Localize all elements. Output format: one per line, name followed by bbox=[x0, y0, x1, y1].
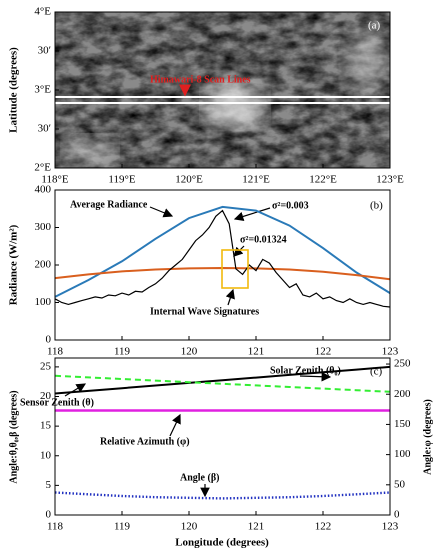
y2-tick-label: 100 bbox=[394, 448, 411, 460]
series-label: Relative Azimuth (φ) bbox=[100, 436, 190, 447]
x-tick-label: 121 bbox=[248, 346, 265, 358]
x-tick-label: 119 bbox=[114, 346, 131, 358]
x-tick-label: 121°E bbox=[242, 174, 270, 186]
annotation: σ²=0.01324 bbox=[240, 234, 287, 245]
y-tick-label: 0 bbox=[46, 334, 52, 346]
y-tick-label: 0 bbox=[46, 509, 52, 521]
y2-tick-label: 0 bbox=[394, 509, 400, 521]
x-tick-label: 119°E bbox=[108, 174, 135, 186]
y2-tick-label: 150 bbox=[394, 418, 411, 430]
y2-tick-label: 250 bbox=[394, 358, 411, 370]
line-series bbox=[54, 374, 391, 393]
plot-frame bbox=[54, 11, 391, 169]
x-tick-label: 118 bbox=[47, 346, 64, 358]
y-axis-label: Angle:θ,θ₀,β (degrees) bbox=[8, 390, 19, 483]
x-tick-label: 122°E bbox=[309, 174, 337, 186]
annotation: Himawari-8 Scan Lines bbox=[150, 74, 251, 85]
x-tick-label: 123 bbox=[382, 521, 399, 533]
y-tick-label: 3°E bbox=[34, 84, 51, 96]
plot-frame bbox=[54, 189, 391, 341]
panel-label: (b) bbox=[370, 200, 383, 212]
y-tick-label: 30′ bbox=[38, 45, 51, 57]
annotation: Average Radiance bbox=[70, 199, 148, 210]
plot-frame bbox=[54, 357, 391, 516]
x-tick-label: 118 bbox=[47, 521, 64, 533]
line-series bbox=[54, 209, 391, 308]
y-axis-label: Radiance (W/m²) bbox=[8, 224, 20, 305]
x-tick-label: 120 bbox=[181, 521, 198, 533]
y2-axis-label: Angle:φ (degrees) bbox=[422, 399, 433, 475]
arrow bbox=[149, 206, 174, 218]
arrow bbox=[233, 207, 271, 222]
y-axis-label: Latitude (degrees) bbox=[8, 47, 20, 133]
x-tick-label: 123 bbox=[382, 346, 399, 358]
y-tick-label: 200 bbox=[35, 259, 52, 271]
y-tick-label: 10 bbox=[40, 449, 52, 461]
y-tick-label: 300 bbox=[35, 221, 52, 233]
line-series bbox=[54, 491, 391, 500]
y-tick-label: 15 bbox=[40, 420, 52, 432]
x-tick-label: 120 bbox=[181, 346, 198, 358]
y-tick-label: 2°E bbox=[34, 162, 51, 174]
x-tick-label: 122 bbox=[315, 521, 332, 533]
y-tick-label: 100 bbox=[35, 296, 52, 308]
arrow bbox=[169, 413, 181, 437]
highlight-box bbox=[221, 249, 249, 289]
x-tick-label: 119 bbox=[114, 521, 131, 533]
y-tick-label: 5 bbox=[46, 479, 52, 491]
y-tick-label: 20 bbox=[40, 390, 52, 402]
x-axis-label: Longitude (degrees) bbox=[175, 537, 269, 549]
x-tick-label: 121 bbox=[248, 521, 265, 533]
x-tick-label: 122 bbox=[315, 346, 332, 358]
series-label: Sensor Zenith (θ) bbox=[20, 397, 94, 408]
y-tick-label: 30′ bbox=[38, 123, 51, 135]
panel-label: (a) bbox=[368, 20, 381, 32]
arrow bbox=[225, 288, 235, 306]
arrow bbox=[299, 371, 332, 382]
annotation: σ²=0.003 bbox=[272, 200, 309, 211]
x-tick-label: 120°E bbox=[175, 174, 203, 186]
annotation: Internal Wave Signatures bbox=[150, 306, 259, 317]
satellite-image bbox=[55, 12, 390, 168]
y-tick-label: 25 bbox=[40, 360, 52, 372]
arrow bbox=[233, 245, 245, 257]
y-tick-label: 400 bbox=[35, 184, 52, 196]
line-series bbox=[54, 205, 391, 298]
arrow bbox=[64, 383, 87, 397]
y-tick-label: 4°E bbox=[34, 6, 51, 18]
x-tick-label: 118°E bbox=[41, 174, 68, 186]
series-label: Solar Zenith (θ₀) bbox=[270, 365, 341, 376]
x-tick-label: 123°E bbox=[376, 174, 404, 186]
y2-tick-label: 200 bbox=[394, 388, 411, 400]
series-label: Angle (β) bbox=[180, 472, 219, 483]
y2-tick-label: 50 bbox=[394, 478, 406, 490]
line-series bbox=[54, 365, 391, 395]
